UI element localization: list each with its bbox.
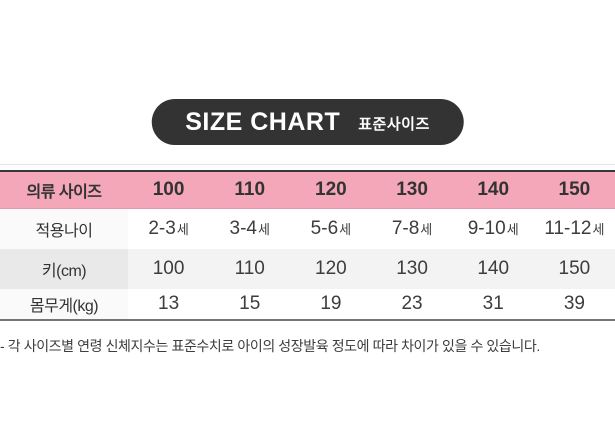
weight-cell: 15: [209, 288, 291, 320]
height-cell: 140: [452, 248, 534, 289]
size-chart-title: SIZE CHART: [185, 107, 341, 136]
age-row-label: 적용나이: [0, 208, 128, 249]
height-cell: 130: [371, 248, 453, 289]
age-value: 11-12: [544, 217, 592, 239]
age-row: 적용나이 2-3세 3-4세 5-6세 7-8세 9-10세 11-12세: [0, 208, 615, 249]
age-cell: 11-12세: [533, 208, 615, 249]
size-header-row: 의류 사이즈 100 110 120 130 140 150: [0, 171, 615, 209]
weight-cell: 19: [290, 288, 372, 320]
weight-cell: 23: [371, 288, 453, 320]
size-header-cell: 110: [209, 171, 291, 209]
size-chart-table: 의류 사이즈 100 110 120 130 140 150 적용나이 2-3세…: [0, 170, 615, 321]
height-cell: 100: [128, 248, 210, 289]
weight-cell: 13: [128, 288, 210, 320]
size-disclaimer-note: - 각 사이즈별 연령 신체지수는 표준수치로 아이의 성장발육 정도에 따라 …: [0, 338, 540, 354]
age-cell: 2-3세: [128, 208, 210, 249]
weight-row-label: 몸무게(kg): [0, 288, 128, 320]
size-chart-badge: SIZE CHART 표준사이즈: [151, 99, 464, 145]
age-cell: 5-6세: [290, 208, 372, 249]
age-cell: 3-4세: [209, 208, 291, 249]
age-unit: 세: [506, 221, 519, 237]
header-label: 의류 사이즈: [0, 171, 128, 209]
height-row: 키(cm) 100 110 120 130 140 150: [0, 248, 615, 289]
size-header-cell: 100: [128, 171, 210, 209]
age-unit: 세: [176, 221, 189, 237]
top-divider: [0, 164, 615, 165]
age-unit: 세: [420, 221, 433, 237]
age-value: 9-10: [467, 217, 506, 239]
size-header-cell: 120: [290, 171, 372, 209]
age-value: 7-8: [391, 217, 420, 239]
age-cell: 9-10세: [452, 208, 534, 249]
size-header-cell: 140: [452, 171, 534, 209]
age-cell: 7-8세: [371, 208, 453, 249]
age-unit: 세: [257, 221, 270, 237]
height-cell: 110: [209, 248, 291, 289]
age-unit: 세: [592, 221, 605, 237]
height-cell: 150: [533, 248, 615, 289]
height-cell: 120: [290, 248, 372, 289]
age-unit: 세: [339, 221, 352, 237]
age-value: 3-4: [229, 217, 257, 239]
age-value: 2-3: [148, 217, 176, 239]
age-value: 5-6: [310, 217, 339, 239]
size-chart-subtitle: 표준사이즈: [358, 115, 430, 133]
weight-row: 몸무게(kg) 13 15 19 23 31 39: [0, 288, 615, 320]
height-row-label: 키(cm): [0, 248, 128, 289]
weight-cell: 39: [533, 288, 615, 320]
size-header-cell: 130: [371, 171, 453, 209]
weight-cell: 31: [452, 288, 534, 320]
size-header-cell: 150: [533, 171, 615, 209]
